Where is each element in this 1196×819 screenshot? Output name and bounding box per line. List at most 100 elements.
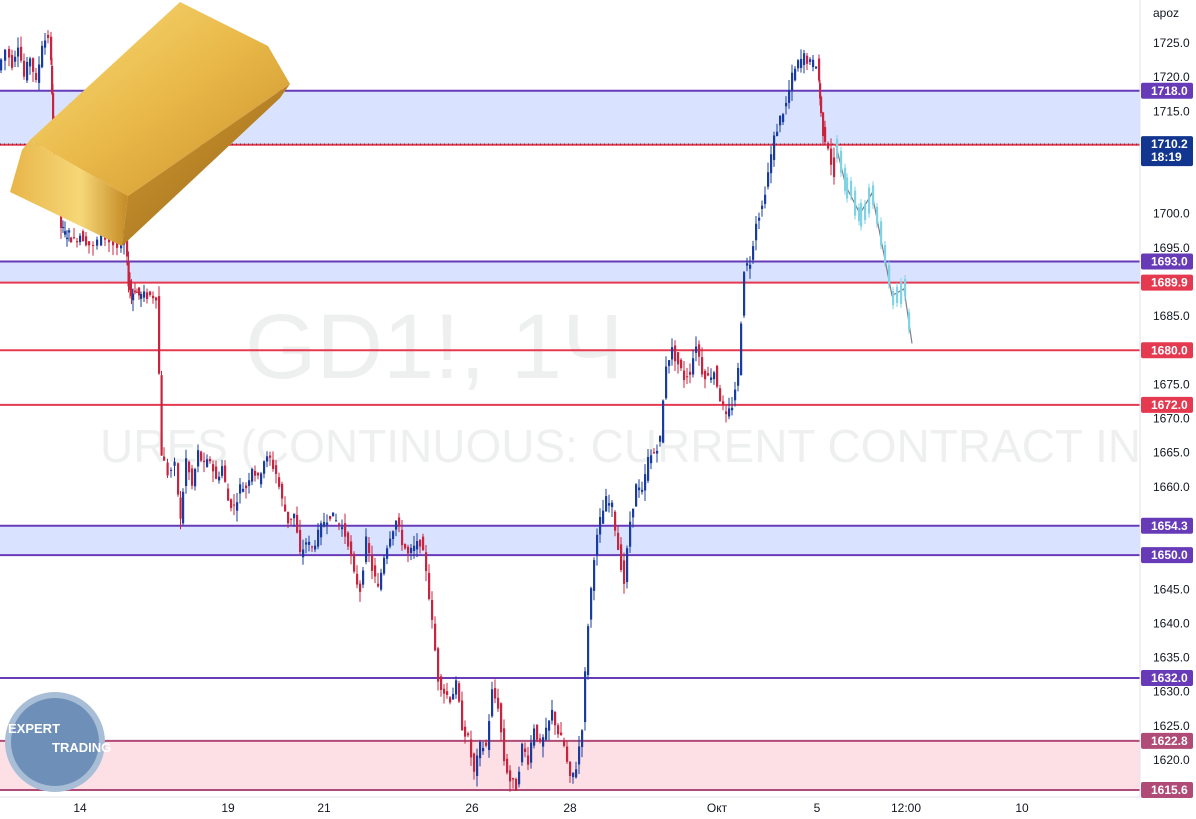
candle-body xyxy=(533,728,536,746)
level-badge-text: 1622.8 xyxy=(1151,734,1188,748)
candle-body xyxy=(542,737,545,747)
candle-body xyxy=(0,59,3,71)
level-badge-text: 1689.9 xyxy=(1151,276,1188,290)
forecast-candle xyxy=(892,290,895,306)
candle-body xyxy=(302,549,305,558)
candle-body xyxy=(224,465,227,482)
candle-body xyxy=(287,511,290,524)
candle-body xyxy=(653,452,656,454)
candle-body xyxy=(722,401,725,405)
candle-body xyxy=(212,464,215,472)
candle-body xyxy=(127,262,130,287)
candle-body xyxy=(44,40,47,48)
candle-body xyxy=(536,724,539,740)
candle-body xyxy=(146,292,149,299)
candle-body xyxy=(659,435,662,442)
candle-body xyxy=(776,131,779,137)
candle-body xyxy=(143,291,146,298)
candle-body xyxy=(557,725,560,735)
candle-body xyxy=(230,499,233,509)
candle-body xyxy=(602,510,605,524)
level-badge-1632.0 xyxy=(1141,670,1193,687)
candle-body xyxy=(620,544,623,571)
candle-body xyxy=(254,470,257,476)
candle-body xyxy=(11,55,14,68)
candle-body xyxy=(132,293,135,301)
candle-body xyxy=(398,517,401,527)
candle-body xyxy=(419,539,422,547)
candle-body xyxy=(572,772,575,778)
candle-body xyxy=(50,36,53,61)
svg-text:EXPERT: EXPERT xyxy=(8,721,60,736)
candle-body xyxy=(248,480,251,486)
candle-body xyxy=(85,236,88,246)
price-tick: 1630.0 xyxy=(1153,685,1190,699)
candle-body xyxy=(194,469,197,487)
candle-body xyxy=(389,538,392,547)
candle-body xyxy=(66,237,69,240)
candle-body xyxy=(725,411,728,415)
candle-body xyxy=(140,294,143,299)
candle-body xyxy=(158,296,161,374)
level-badge-1672.0 xyxy=(1141,396,1193,413)
candle-body xyxy=(350,541,353,556)
candle-body xyxy=(569,761,572,776)
candle-body xyxy=(422,536,425,551)
candle-body xyxy=(482,747,485,752)
level-badge-text: 1680.0 xyxy=(1151,343,1188,357)
price-tick: 1695.0 xyxy=(1153,241,1190,255)
candle-body xyxy=(704,370,707,380)
candle-body xyxy=(758,217,761,221)
candle-body xyxy=(476,755,479,776)
candle-body xyxy=(599,517,602,535)
candle-body xyxy=(575,769,578,778)
candle-body xyxy=(819,83,822,99)
candle-body xyxy=(563,740,566,746)
candle-body xyxy=(437,648,440,682)
candle-body xyxy=(677,352,680,365)
forecast-candle xyxy=(868,187,871,214)
candle-body xyxy=(467,733,470,736)
price-tick: 1665.0 xyxy=(1153,446,1190,460)
candle-body xyxy=(800,58,803,68)
candle-body xyxy=(767,172,770,187)
price-tick: 1725.0 xyxy=(1153,36,1190,50)
candle-body xyxy=(239,484,242,494)
candle-body xyxy=(707,373,710,376)
candle-body xyxy=(668,360,671,367)
time-tick-labels: 14 19 21 26 28 Окт 5 12:00 10 xyxy=(73,801,1029,815)
forecast-candle xyxy=(864,203,867,221)
candle-body xyxy=(581,730,584,748)
candle-body xyxy=(368,543,371,554)
candle-body xyxy=(773,135,776,160)
candle-body xyxy=(218,476,221,481)
price-tick: 1685.0 xyxy=(1153,309,1190,323)
candle-body xyxy=(356,573,359,585)
candle-body xyxy=(809,59,812,62)
candle-body xyxy=(470,739,473,758)
candle-body xyxy=(689,371,692,375)
candle-body xyxy=(455,680,458,695)
candle-body xyxy=(806,55,809,64)
candle-body xyxy=(686,376,689,378)
candle-body xyxy=(530,742,533,763)
candle-body xyxy=(434,623,437,651)
candle-body xyxy=(359,583,362,592)
candle-body xyxy=(446,691,449,695)
candle-body xyxy=(647,457,650,481)
level-badge-1622.8 xyxy=(1141,732,1193,749)
candle-body xyxy=(257,472,260,476)
candle-body xyxy=(374,565,377,577)
candle-body xyxy=(263,461,266,474)
time-axis[interactable] xyxy=(0,797,1196,819)
candle-body xyxy=(638,487,641,491)
candle-body xyxy=(443,688,446,694)
candle-body xyxy=(362,570,365,585)
forecast-candle xyxy=(908,312,911,330)
time-tick: 26 xyxy=(465,801,479,815)
candle-body xyxy=(728,408,731,417)
candle-body xyxy=(338,523,341,525)
candle-body xyxy=(494,688,497,699)
price-tick: 1625.0 xyxy=(1153,719,1190,733)
